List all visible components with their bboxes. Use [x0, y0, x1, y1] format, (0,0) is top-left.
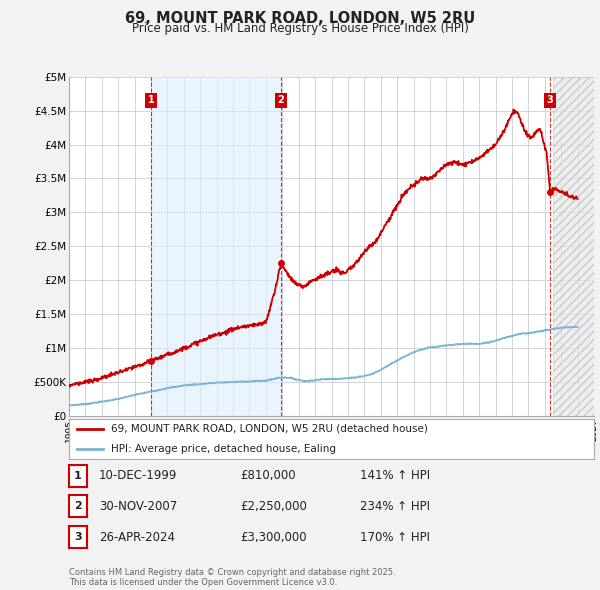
- Text: £810,000: £810,000: [240, 470, 296, 483]
- Text: 69, MOUNT PARK ROAD, LONDON, W5 2RU (detached house): 69, MOUNT PARK ROAD, LONDON, W5 2RU (det…: [111, 424, 428, 434]
- Text: 170% ↑ HPI: 170% ↑ HPI: [360, 531, 430, 544]
- Text: 2: 2: [278, 96, 284, 106]
- Text: 1: 1: [148, 96, 154, 106]
- Text: 10-DEC-1999: 10-DEC-1999: [99, 470, 178, 483]
- Text: 234% ↑ HPI: 234% ↑ HPI: [360, 500, 430, 513]
- Text: HPI: Average price, detached house, Ealing: HPI: Average price, detached house, Eali…: [111, 444, 336, 454]
- Text: 26-APR-2024: 26-APR-2024: [99, 531, 175, 544]
- Text: £2,250,000: £2,250,000: [240, 500, 307, 513]
- Text: £3,300,000: £3,300,000: [240, 531, 307, 544]
- Text: 69, MOUNT PARK ROAD, LONDON, W5 2RU: 69, MOUNT PARK ROAD, LONDON, W5 2RU: [125, 11, 475, 25]
- Text: 1: 1: [74, 471, 82, 481]
- Bar: [151, 77, 281, 416]
- Text: 30-NOV-2007: 30-NOV-2007: [99, 500, 177, 513]
- Text: 2: 2: [74, 502, 82, 512]
- Text: 141% ↑ HPI: 141% ↑ HPI: [360, 470, 430, 483]
- Text: 3: 3: [547, 96, 554, 106]
- Text: Contains HM Land Registry data © Crown copyright and database right 2025.
This d: Contains HM Land Registry data © Crown c…: [69, 568, 395, 587]
- Text: 3: 3: [74, 532, 82, 542]
- Text: Price paid vs. HM Land Registry's House Price Index (HPI): Price paid vs. HM Land Registry's House …: [131, 22, 469, 35]
